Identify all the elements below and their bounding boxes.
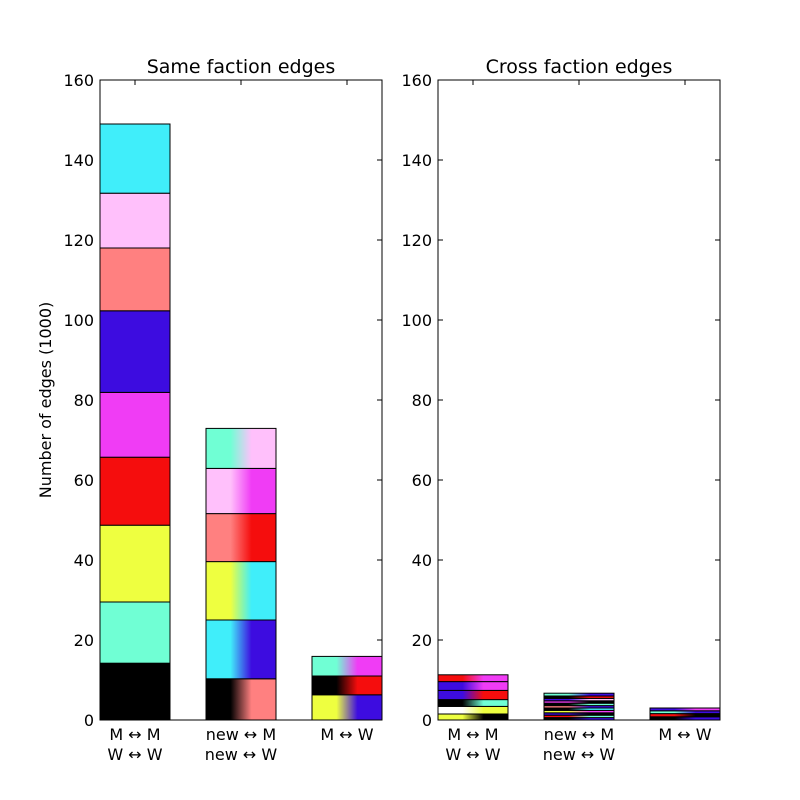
y-axis-label: Number of edges (1000) — [36, 302, 55, 499]
bar-segment-1-6 — [99, 310, 171, 393]
bar-segment-1-6 — [437, 674, 509, 683]
bar-segment-2-4 — [205, 513, 277, 563]
bar-segment-1-1 — [99, 662, 171, 721]
y-tick-label: 60 — [412, 471, 432, 490]
bar-segment-3-4 — [649, 707, 721, 712]
y-tick-label: 160 — [401, 71, 432, 90]
bar-segment-1-4 — [99, 456, 171, 526]
y-tick-label: 20 — [74, 631, 94, 650]
bar-segment-1-2 — [437, 705, 509, 715]
category-label: M ↔ W — [658, 725, 711, 744]
chart-panel-2: 0 20 40 60 80 100 120 140 160 M ↔ MW ↔ W new ↔ Mne… — [401, 56, 721, 764]
category-label: M ↔ M — [447, 725, 498, 744]
bar-segment-1-3 — [99, 524, 171, 603]
bar-segment-1-1 — [437, 713, 509, 721]
bar-segment-2-6 — [205, 427, 277, 469]
chart-panel-1: 0 20 40 60 80 100 120 140 160 M ↔ MW ↔ W new ↔ Mne… — [36, 56, 383, 764]
category-label: M ↔ M — [109, 725, 160, 744]
bar-segment-2-2 — [205, 619, 277, 680]
bar-segment-1-4 — [437, 689, 509, 701]
plot-frame — [437, 79, 721, 721]
bar-segment-2-3 — [205, 561, 277, 621]
y-tick-label: 80 — [412, 391, 432, 410]
chart-title: Cross faction edges — [486, 56, 673, 78]
bar-segment-1-5 — [437, 681, 509, 691]
bar-segment-1-3 — [437, 699, 509, 707]
bar-segment-1-2 — [99, 601, 171, 664]
category-label: M ↔ W — [320, 725, 373, 744]
y-tick-label: 40 — [412, 551, 432, 570]
bar-segment-1-5 — [99, 391, 171, 458]
bar-segment-3-3 — [311, 655, 383, 677]
bar-segment-1-8 — [99, 192, 171, 249]
y-tick-label: 160 — [63, 71, 94, 90]
category-label: new ↔ M — [206, 725, 276, 744]
y-tick-label: 140 — [63, 151, 94, 170]
category-label: W ↔ W — [107, 745, 162, 764]
y-tick-label: 0 — [84, 711, 94, 730]
y-tick-label: 100 — [401, 311, 432, 330]
bar-segment-2-5 — [205, 467, 277, 515]
category-label: W ↔ W — [445, 745, 500, 764]
y-tick-label: 40 — [74, 551, 94, 570]
chart-title: Same faction edges — [147, 56, 336, 78]
y-tick-label: 80 — [74, 391, 94, 410]
y-tick-label: 120 — [63, 231, 94, 250]
bar-segment-1-7 — [99, 247, 171, 312]
category-label: new ↔ M — [544, 725, 614, 744]
y-tick-label: 120 — [401, 231, 432, 250]
y-tick-label: 0 — [422, 711, 432, 730]
y-tick-label: 20 — [412, 631, 432, 650]
category-label: new ↔ W — [205, 745, 278, 764]
bar-segment-1-9 — [99, 123, 171, 194]
y-tick-label: 140 — [401, 151, 432, 170]
bar-segment-3-1 — [311, 694, 383, 721]
bar-segment-2-1 — [205, 678, 277, 721]
bar-segment-2-11 — [543, 692, 615, 697]
bar-segment-3-2 — [311, 675, 383, 696]
category-label: new ↔ W — [543, 745, 616, 764]
y-tick-label: 60 — [74, 471, 94, 490]
y-tick-label: 100 — [63, 311, 94, 330]
